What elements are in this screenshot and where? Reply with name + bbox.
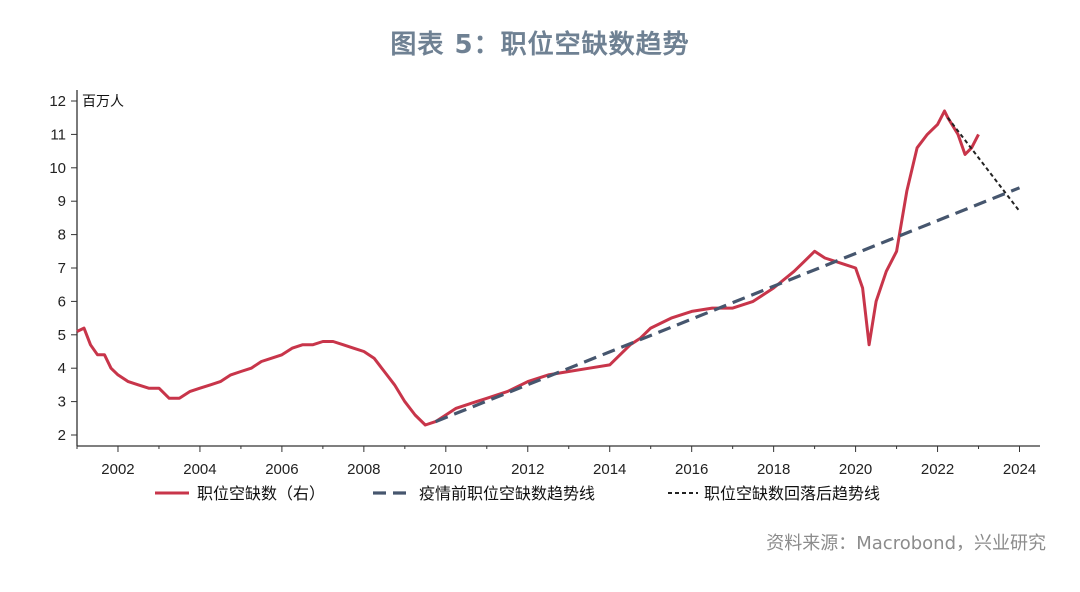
legend: 职位空缺数（右） 疫情前职位空缺数趋势线 职位空缺数回落后趋势线 [155, 484, 880, 503]
y-axis-unit-label: 百万人 [82, 94, 124, 110]
y-tick-label: 2 [58, 427, 66, 444]
y-tick-label: 12 [49, 93, 66, 110]
chart-title: 图表 5：职位空缺数趋势 [390, 30, 690, 60]
x-tick-label: 2012 [511, 461, 544, 478]
x-tick-label: 2014 [593, 461, 626, 478]
axes: 2 3 4 5 6 7 8 9 10 11 12 2002 2004 2006 2008 2010 2012 20… [49, 90, 1040, 478]
x-tick-label: 2020 [839, 461, 872, 478]
legend-label-3: 职位空缺数回落后趋势线 [704, 484, 880, 503]
y-tick-label: 3 [58, 394, 66, 411]
source-note: 资料来源：Macrobond，兴业研究 [766, 533, 1046, 554]
y-tick-label: 4 [58, 360, 66, 377]
y-tick-label: 6 [58, 293, 66, 310]
series-layer [76, 109, 1021, 427]
x-tick-label: 2018 [757, 461, 790, 478]
x-tick-label: 2010 [429, 461, 462, 478]
y-tick-label: 11 [50, 126, 66, 143]
post-decline-trend-line [947, 117, 1021, 212]
x-tick-label: 2016 [675, 461, 708, 478]
x-tick-label: 2022 [921, 461, 954, 478]
x-tick-label: 2008 [347, 461, 380, 478]
pre-pandemic-trend-line [435, 186, 1021, 424]
x-tick-label: 2004 [183, 461, 216, 478]
legend-label-2: 疫情前职位空缺数趋势线 [419, 484, 595, 503]
legend-label-1: 职位空缺数（右） [197, 484, 325, 503]
x-tick-label: 2024 [1003, 461, 1036, 478]
y-tick-label: 10 [49, 160, 66, 177]
x-tick-label: 2006 [265, 461, 298, 478]
x-tick-label: 2002 [101, 461, 134, 478]
y-tick-label: 8 [58, 227, 66, 244]
y-tick-label: 9 [58, 193, 66, 210]
y-tick-label: 5 [58, 327, 66, 344]
job-openings-line [76, 109, 980, 427]
y-tick-label: 7 [58, 260, 66, 277]
